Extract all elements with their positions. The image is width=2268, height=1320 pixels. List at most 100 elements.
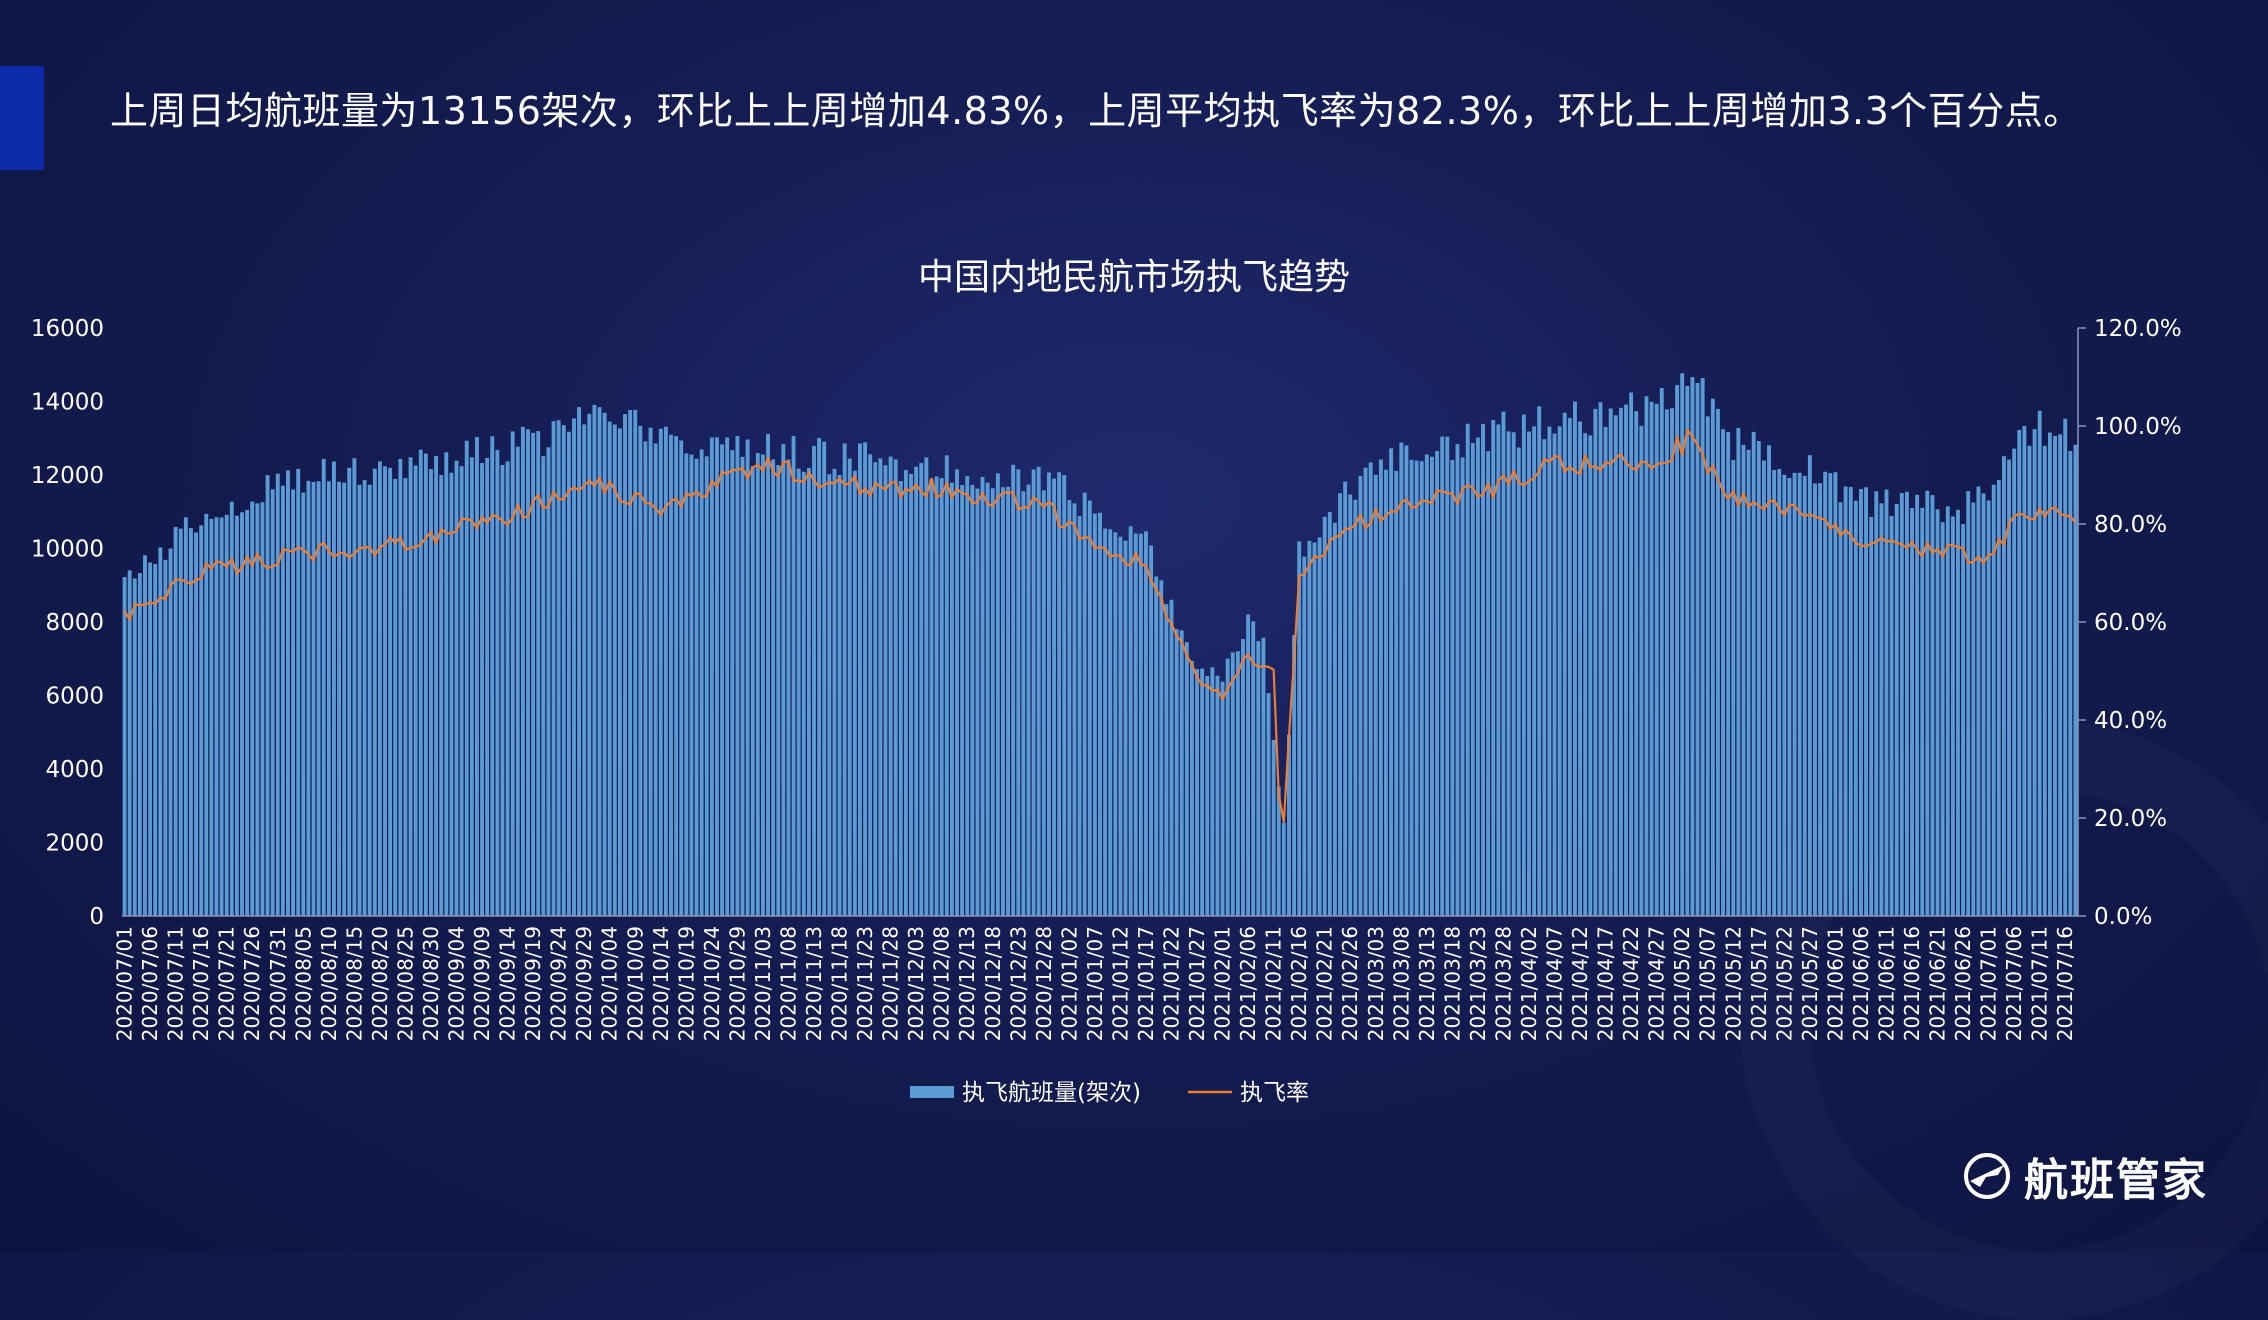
bar — [812, 446, 816, 916]
bar — [1312, 542, 1317, 916]
x-tick-label: 2021/06/11 — [1875, 926, 1899, 1041]
bar — [2068, 451, 2073, 916]
bar — [618, 428, 622, 916]
bar — [955, 469, 959, 916]
bar — [2047, 432, 2052, 916]
bar — [1445, 436, 1450, 916]
bar — [699, 449, 704, 916]
bar — [1818, 483, 1823, 916]
bar — [898, 480, 903, 916]
bar — [311, 482, 316, 916]
bar — [316, 481, 321, 916]
bar — [526, 429, 530, 916]
bar — [1670, 408, 1674, 916]
bar — [209, 518, 214, 916]
x-tick-label: 2021/07/16 — [2053, 926, 2077, 1041]
bar — [1833, 472, 1838, 916]
bar — [1144, 531, 1148, 916]
bar — [1169, 599, 1174, 916]
bar — [1317, 537, 1322, 916]
bar — [1327, 512, 1332, 916]
bar — [960, 485, 965, 916]
x-tick-label: 2020/11/03 — [751, 926, 775, 1041]
bar — [337, 481, 341, 916]
x-tick-label: 2021/06/21 — [1926, 926, 1950, 1041]
bar — [1455, 444, 1460, 916]
bar — [1256, 641, 1261, 916]
bar — [158, 547, 163, 916]
x-tick-label: 2020/12/03 — [904, 926, 928, 1041]
bar — [2058, 434, 2063, 916]
bar — [1016, 469, 1021, 916]
x-tick-label: 2021/02/21 — [1313, 926, 1337, 1041]
bar — [408, 457, 413, 916]
bar — [1220, 681, 1225, 916]
bar — [653, 443, 658, 916]
bar — [372, 468, 377, 916]
bar — [418, 449, 423, 916]
bar — [229, 501, 234, 916]
bar — [342, 482, 347, 916]
bar — [515, 446, 520, 916]
bar — [153, 563, 158, 916]
x-tick-label: 2020/07/21 — [215, 926, 239, 1041]
bar — [1332, 522, 1337, 916]
x-tick-label: 2020/07/11 — [164, 926, 188, 1041]
bar — [183, 517, 188, 916]
bar — [1174, 629, 1179, 916]
x-tick-label: 2021/01/12 — [1108, 926, 1132, 1041]
bar — [1767, 445, 1771, 916]
bar — [1363, 467, 1368, 916]
legend-bar-swatch — [910, 1086, 954, 1098]
x-tick-label: 2021/02/16 — [1287, 926, 1311, 1041]
bar — [1103, 528, 1108, 916]
bar — [1838, 502, 1843, 916]
bar — [1210, 667, 1215, 916]
x-tick-label: 2020/11/23 — [853, 926, 877, 1041]
x-tick-label: 2021/06/26 — [1951, 926, 1975, 1041]
bar — [832, 468, 837, 916]
x-tick-label: 2020/07/26 — [240, 926, 264, 1041]
x-tick-label: 2021/07/11 — [2028, 926, 2052, 1041]
bar — [1113, 532, 1118, 916]
bar — [306, 480, 311, 916]
bar — [2027, 445, 2032, 916]
x-tick-label: 2021/02/06 — [1236, 926, 1260, 1041]
bar — [1200, 668, 1205, 916]
bar — [1092, 513, 1097, 916]
bar — [602, 412, 607, 916]
bar — [1991, 484, 1996, 916]
bar — [1716, 408, 1720, 916]
left-y-tick-label: 0 — [89, 904, 104, 930]
bar — [1302, 556, 1307, 916]
bar — [1133, 533, 1138, 916]
bar — [357, 484, 362, 916]
bar — [1486, 451, 1491, 916]
bar — [1082, 492, 1087, 916]
bar — [1287, 734, 1291, 916]
x-tick-label: 2021/04/27 — [1645, 926, 1669, 1041]
bar — [383, 466, 387, 916]
bar — [1751, 431, 1756, 916]
bar — [1404, 445, 1409, 916]
bar — [1235, 651, 1240, 916]
bar — [546, 447, 551, 916]
bar — [291, 489, 296, 916]
bar — [1915, 494, 1920, 916]
x-tick-label: 2020/08/05 — [291, 926, 315, 1041]
bar — [495, 449, 500, 916]
bar — [1230, 652, 1235, 916]
bar — [679, 440, 684, 916]
bar — [1925, 490, 1930, 916]
bar — [1756, 441, 1761, 916]
bar — [628, 410, 633, 916]
bar — [1322, 516, 1327, 916]
bar — [776, 464, 781, 916]
x-tick-label: 2021/05/07 — [1696, 926, 1720, 1041]
bar — [1041, 490, 1046, 916]
bar — [255, 503, 260, 916]
bar — [924, 457, 929, 916]
bar — [704, 456, 709, 916]
bar — [1424, 454, 1429, 916]
bar — [847, 458, 852, 916]
